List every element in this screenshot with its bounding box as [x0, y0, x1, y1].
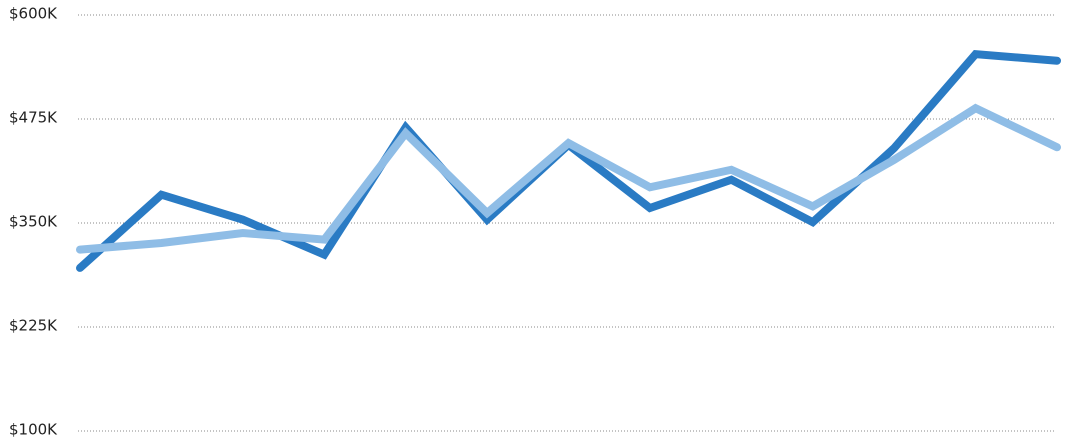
label-bg: [8, 420, 62, 439]
y-tick-label: $225K: [9, 317, 58, 335]
series-line: [76, 103, 1061, 254]
y-tick-label: $100K: [9, 421, 58, 439]
label-bg: [8, 4, 62, 23]
y-tick-label: $350K: [9, 213, 58, 231]
label-bg: [8, 212, 62, 231]
y-tick-label: $475K: [9, 109, 58, 127]
label-bg: [8, 108, 62, 127]
y-tick-label: $600K: [9, 5, 58, 23]
label-bg: [8, 316, 62, 335]
